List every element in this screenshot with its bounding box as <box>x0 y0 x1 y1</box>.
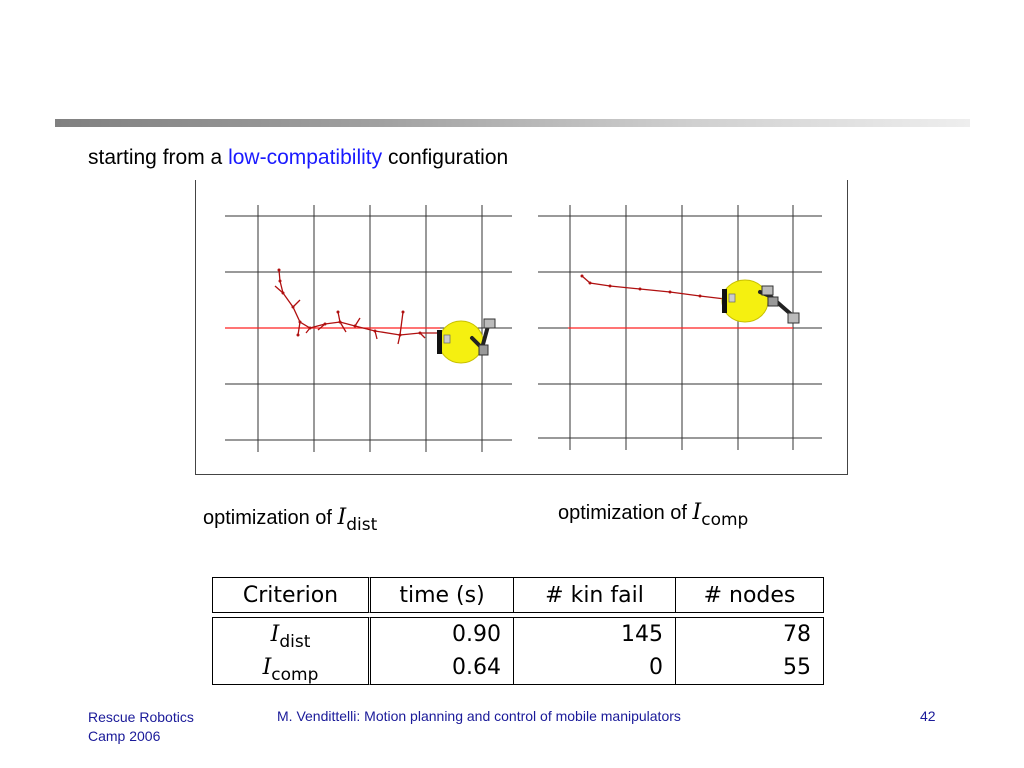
left-mobile-manipulator <box>437 318 496 364</box>
title-divider-bar <box>55 119 970 127</box>
heading-prefix: starting from a <box>88 146 223 169</box>
nodes-cell: 55 <box>676 651 824 685</box>
time-cell: 0.64 <box>371 651 514 685</box>
criteria-comparison-table: Criterion time (s) # kin fail # nodes Id… <box>212 577 824 685</box>
footer-event-line1: Rescue Robotics <box>88 709 194 725</box>
header-time: time (s) <box>371 577 514 613</box>
criterion-subscript: comp <box>271 665 319 685</box>
caption-symbol: I <box>337 505 347 530</box>
table-row: Icomp 0.64 0 55 <box>212 651 824 685</box>
caption-compatibility-optimization: optimization of Icomp <box>558 500 748 530</box>
simulation-figure-frame <box>195 180 848 475</box>
left-simulation-plot <box>225 205 512 452</box>
caption-text: optimization of <box>203 507 332 529</box>
footer-event: Rescue Robotics Camp 2006 <box>88 708 194 746</box>
caption-symbol: I <box>692 500 702 525</box>
header-criterion: Criterion <box>212 577 371 613</box>
heading-suffix: configuration <box>387 146 509 169</box>
right-simulation-plot <box>538 205 822 450</box>
time-cell: 0.90 <box>371 617 514 651</box>
left-tree-nodes <box>277 268 422 337</box>
table-row: Idist 0.90 145 78 <box>212 617 824 652</box>
caption-distance-optimization: optimization of Idist <box>203 505 377 535</box>
left-search-tree <box>274 269 440 345</box>
header-kin-fail: # kin fail <box>514 577 676 613</box>
nodes-cell: 78 <box>676 617 824 651</box>
right-mobile-manipulator <box>721 279 800 324</box>
heading-highlight: low-compatibility <box>228 146 383 169</box>
slide-heading: starting from a low-compatibility config… <box>88 146 508 170</box>
criterion-symbol: I <box>262 655 272 680</box>
criterion-subscript: dist <box>279 632 311 652</box>
footer-event-line2: Camp 2006 <box>88 728 161 744</box>
right-search-path <box>581 275 726 300</box>
kin-fail-cell: 0 <box>514 651 676 685</box>
criterion-cell: Icomp <box>212 651 371 685</box>
right-tree-nodes <box>580 274 702 298</box>
kin-fail-cell: 145 <box>514 617 676 651</box>
footer-title: M. Vendittelli: Motion planning and cont… <box>277 708 681 724</box>
caption-subscript: comp <box>701 510 749 530</box>
table-header-row: Criterion time (s) # kin fail # nodes <box>212 577 824 613</box>
caption-text: optimization of <box>558 502 687 524</box>
criterion-symbol: I <box>270 622 280 647</box>
criterion-cell: Idist <box>212 617 371 652</box>
caption-subscript: dist <box>346 515 378 535</box>
header-nodes: # nodes <box>676 577 824 613</box>
page-number: 42 <box>920 708 936 724</box>
